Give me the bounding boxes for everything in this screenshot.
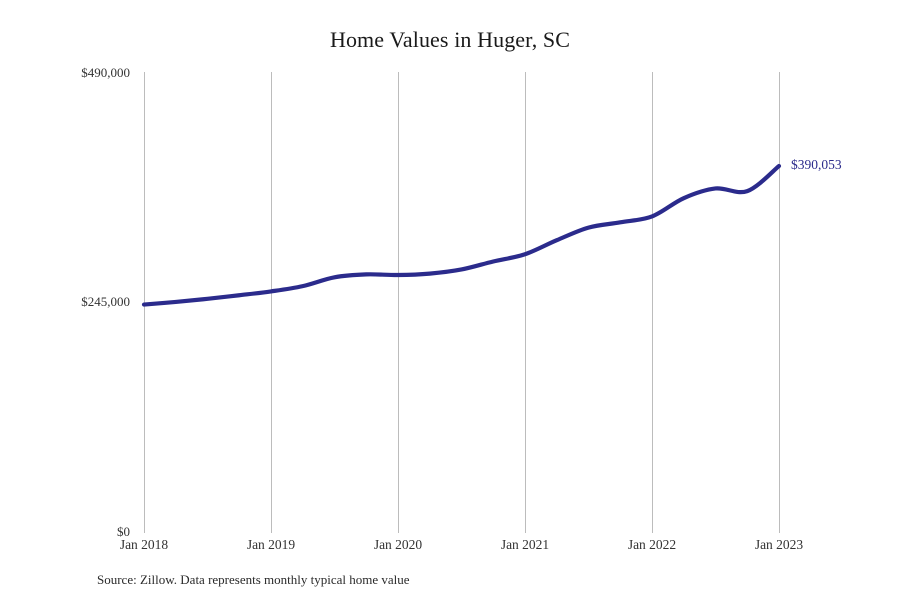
chart-title: Home Values in Huger, SC xyxy=(329,27,571,52)
x-axis-tick-jan-2019: Jan 2019 xyxy=(246,537,296,552)
gridline-jan-2023 xyxy=(779,72,780,533)
x-axis-tick-jan-2018: Jan 2018 xyxy=(119,537,169,552)
source-footnote: Source: Zillow. Data represents monthly … xyxy=(97,572,410,587)
gridline-jan-2020 xyxy=(398,72,399,533)
endpoint-value-annotation: $390,053 xyxy=(791,157,842,173)
x-axis-tick-jan-2020: Jan 2020 xyxy=(373,537,423,552)
gridline-jan-2022 xyxy=(652,72,653,533)
y-axis-tick-245000: $245,000 xyxy=(81,294,130,309)
y-axis-tick-0: $0 xyxy=(117,524,130,539)
x-axis-tick-jan-2022: Jan 2022 xyxy=(627,537,677,552)
gridline-jan-2018 xyxy=(144,72,145,533)
x-axis-tick-jan-2023: Jan 2023 xyxy=(754,537,804,552)
gridline-jan-2019 xyxy=(271,72,272,533)
x-axis-tick-jan-2021: Jan 2021 xyxy=(500,537,550,552)
y-axis-labels: $490,000 $245,000 $0 xyxy=(0,0,130,600)
y-axis-tick-490000: $490,000 xyxy=(81,65,130,80)
gridline-jan-2021 xyxy=(525,72,526,533)
plot-area xyxy=(144,72,780,533)
